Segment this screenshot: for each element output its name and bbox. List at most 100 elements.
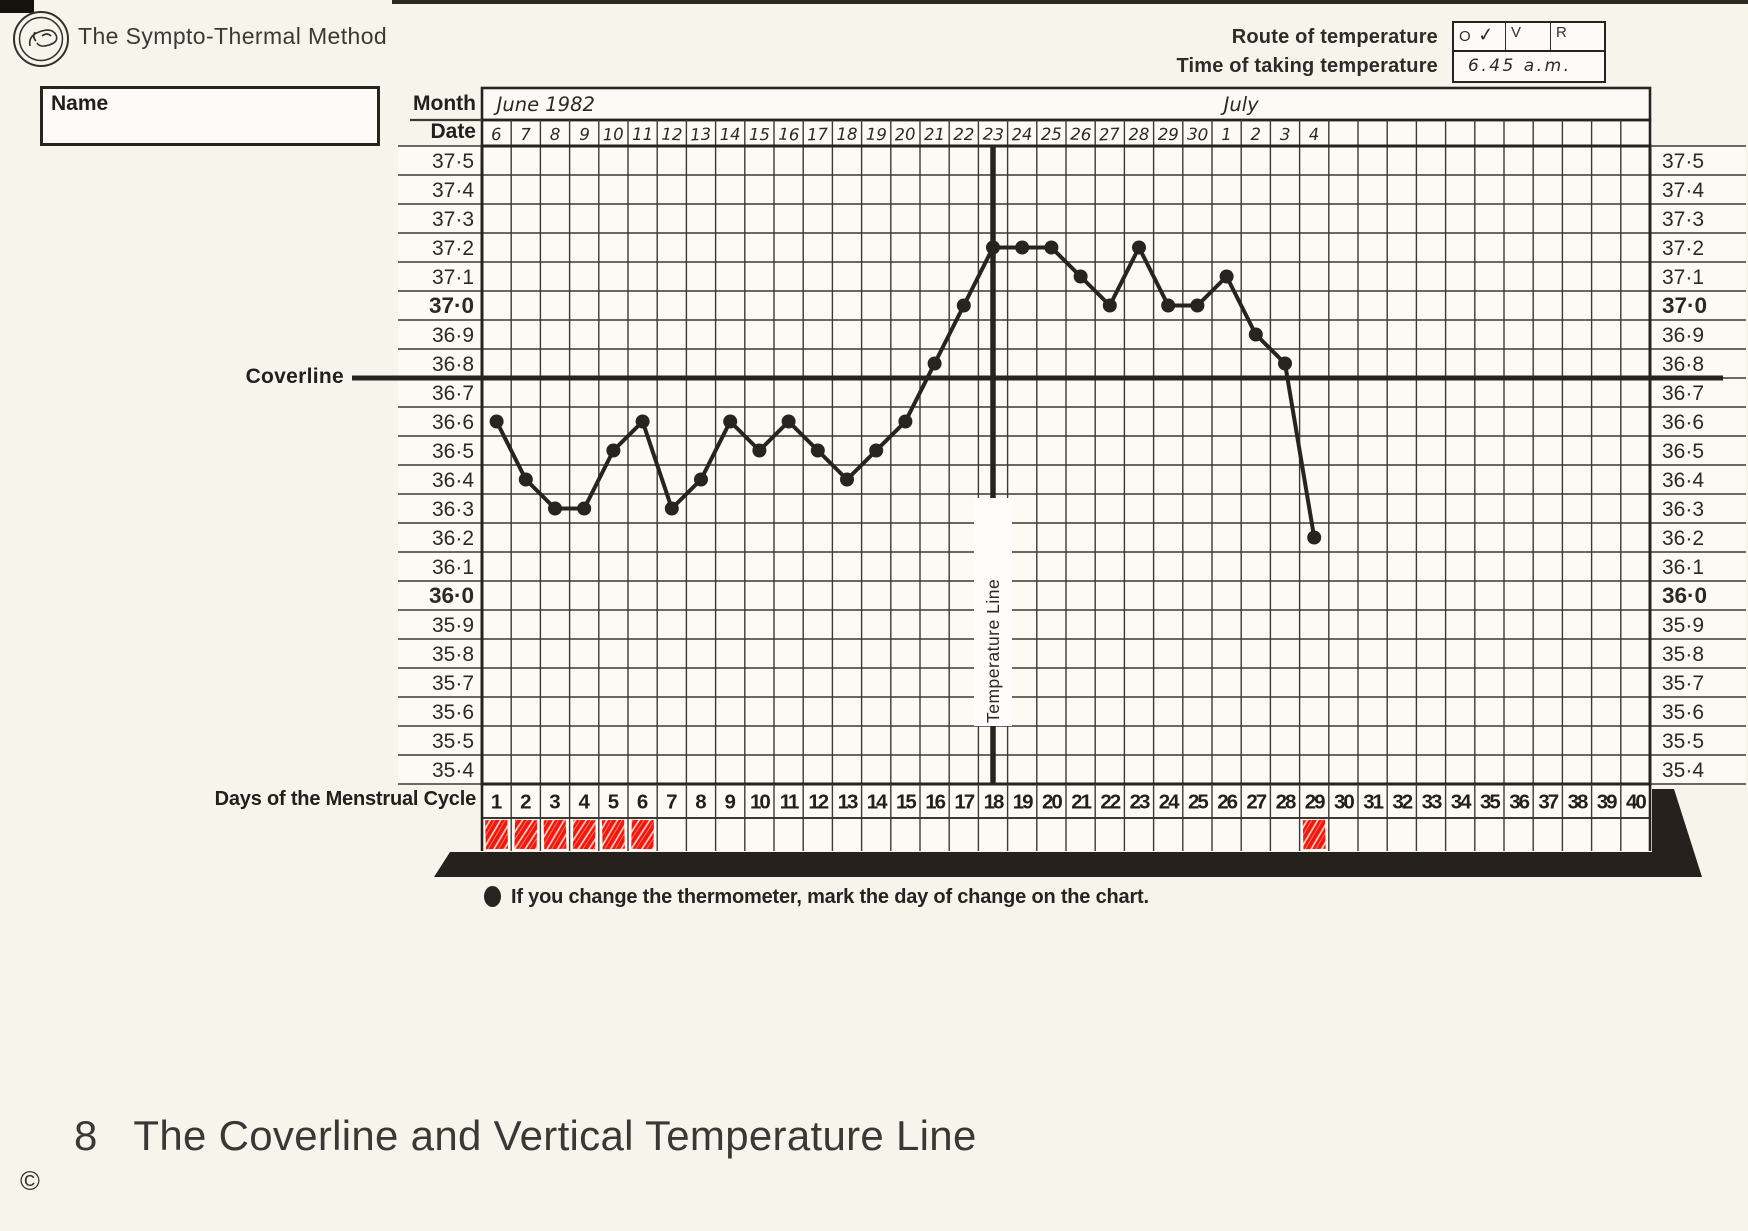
route-time-labels: Route of temperature Time of taking temp…: [1060, 23, 1438, 81]
day-number: 37: [1538, 791, 1558, 814]
day-number: 27: [1246, 791, 1266, 814]
y-tick-label: 36·0: [429, 583, 474, 608]
y-tick-label: 37·4: [1662, 179, 1704, 202]
data-point: [606, 443, 621, 458]
day-number: 25: [1188, 791, 1208, 814]
y-tick-label: 37·5: [432, 150, 474, 173]
day-number: 6: [637, 791, 648, 814]
y-tick-label: 35·7: [432, 672, 474, 695]
day-number: 3: [549, 791, 560, 814]
time-value-handwritten: 6.45 a.m.: [1468, 56, 1572, 76]
date-value: 27: [1099, 124, 1121, 144]
day-number: 12: [808, 791, 828, 814]
y-tick-label: 36·8: [1662, 353, 1704, 376]
day-number: 11: [780, 791, 799, 814]
date-value: 7: [520, 125, 531, 144]
y-tick-label: 37·1: [432, 266, 474, 289]
day-number: 32: [1392, 791, 1412, 814]
route-option-vaginal-label: V: [1511, 24, 1522, 41]
route-options-row: O ✓ V R: [1454, 23, 1604, 50]
thermometer-note: If you change the thermometer, mark the …: [484, 884, 1149, 909]
day-number: 1: [491, 791, 502, 814]
y-tick-label: 37·5: [1662, 150, 1704, 173]
day-number: 14: [867, 791, 888, 814]
date-value: 28: [1128, 125, 1149, 144]
sympto-thermal-logo: [13, 11, 69, 67]
date-value: 18: [837, 125, 858, 144]
bullet-dot-icon: [484, 886, 501, 907]
data-point: [810, 443, 825, 458]
y-tick-label: 36·6: [432, 411, 474, 434]
menstruation-mark: [543, 819, 567, 850]
y-tick-label: 36·5: [432, 440, 474, 463]
date-value: 23: [982, 124, 1004, 144]
vertical-line-label: Temperature Line: [983, 579, 1003, 723]
y-tick-label: 37·3: [432, 208, 474, 231]
temperature-chart-svg: 37·5 37·4 37·3 37·2 37·1 37·0 36·9 36·8 36·7 36·6…: [352, 86, 1746, 877]
data-point: [723, 414, 738, 429]
data-point: [956, 298, 971, 313]
menstruation-mark: [572, 819, 596, 850]
route-option-oral[interactable]: O ✓: [1454, 23, 1506, 50]
y-tick-label: 36·0: [1662, 583, 1707, 608]
chapter-title: 8 The Coverline and Vertical Temperature…: [74, 1112, 977, 1160]
y-tick-label: 37·4: [432, 179, 474, 202]
y-tick-label: 36·4: [1662, 469, 1704, 492]
data-point: [1161, 298, 1176, 313]
y-tick-label: 35·4: [432, 759, 474, 782]
date-value: 14: [719, 125, 740, 144]
day-number: 34: [1451, 791, 1472, 814]
data-point: [898, 414, 913, 429]
data-point: [548, 501, 562, 516]
data-point: [1190, 298, 1205, 313]
date-value: 2: [1251, 125, 1262, 144]
date-value: 30: [1187, 124, 1209, 144]
data-point: [1044, 240, 1059, 255]
y-tick-label: 36·9: [1662, 324, 1704, 347]
day-number: 10: [750, 791, 770, 814]
date-value: 19: [866, 125, 888, 145]
y-tick-label: 35·5: [432, 730, 474, 753]
y-tick-label: 36·3: [1662, 498, 1704, 521]
day-number: 40: [1626, 791, 1646, 814]
date-value: 8: [550, 125, 561, 144]
date-value: 4: [1308, 125, 1319, 145]
data-point: [664, 501, 679, 516]
y-tick-label: 36·1: [432, 556, 474, 579]
date-value: 6: [491, 125, 502, 145]
month-value: July: [1220, 93, 1260, 116]
date-value: 21: [924, 125, 945, 144]
date-value: 16: [778, 124, 800, 144]
day-number: 18: [984, 791, 1004, 814]
name-label: Name: [51, 92, 109, 115]
data-point: [635, 414, 650, 429]
menstruation-marks: [485, 819, 1326, 850]
route-option-vaginal[interactable]: V: [1506, 23, 1551, 50]
y-tick-label: 36·2: [432, 527, 474, 550]
data-point: [1102, 298, 1117, 313]
date-value: 12: [661, 125, 683, 145]
y-tick-label: 36·8: [432, 353, 474, 376]
date-value: 11: [632, 125, 653, 144]
name-field[interactable]: Name: [40, 86, 380, 146]
y-tick-label: 36·2: [1662, 527, 1704, 550]
check-mark-icon: ✓: [1476, 23, 1495, 47]
day-number: 4: [578, 791, 590, 814]
day-number: 2: [520, 791, 531, 814]
date-value: 10: [602, 125, 624, 145]
day-number: 19: [1013, 791, 1033, 814]
data-point: [986, 240, 1000, 255]
day-number: 20: [1042, 791, 1062, 814]
day-number: 28: [1276, 791, 1296, 814]
day-number: 23: [1130, 791, 1150, 814]
time-of-taking-cell[interactable]: 6.45 a.m.: [1454, 50, 1604, 81]
day-number: 22: [1100, 791, 1120, 814]
y-tick-label: 35·6: [1662, 701, 1704, 724]
data-point: [694, 472, 708, 487]
route-option-rectal[interactable]: R: [1551, 23, 1604, 50]
y-axis-left: 37·5 37·4 37·3 37·2 37·1 37·0 36·9 36·8 36·7 36·6…: [429, 150, 474, 782]
date-value: 17: [807, 125, 829, 145]
data-point: [577, 501, 592, 516]
month-row-label: Month: [413, 92, 476, 115]
day-number: 13: [838, 791, 858, 814]
